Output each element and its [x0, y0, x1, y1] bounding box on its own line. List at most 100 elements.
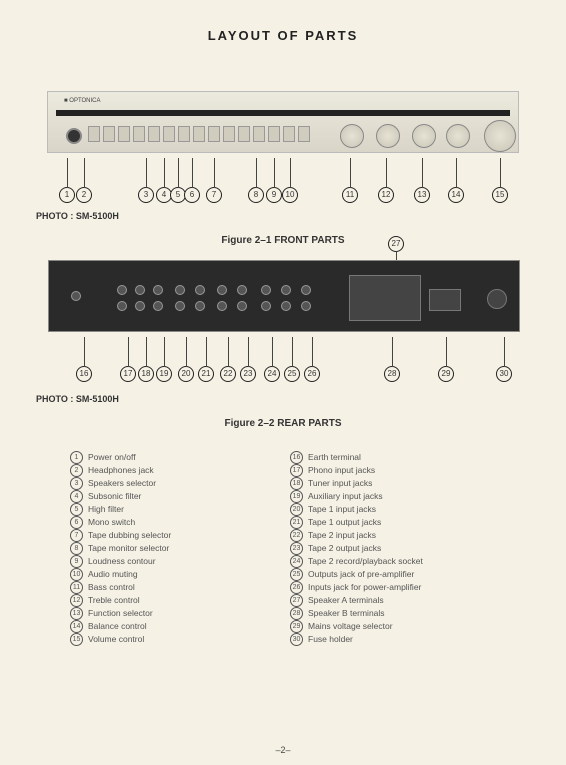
rca-jack: [281, 285, 291, 295]
legend-text: Tape 2 record/playback socket: [308, 555, 423, 568]
callout-25: 25: [284, 366, 300, 382]
legend-number: 9: [70, 555, 83, 568]
rca-jack: [135, 285, 145, 295]
callout-13: 13: [414, 187, 430, 203]
legend-number: 21: [290, 516, 303, 529]
callout-19: 19: [156, 366, 172, 382]
legend-text: Loudness contour: [88, 555, 156, 568]
legend-number: 25: [290, 568, 303, 581]
legend-number: 29: [290, 620, 303, 633]
voltage-selector-block: [429, 289, 461, 311]
legend-text: Volume control: [88, 633, 144, 646]
legend-item-26: 26Inputs jack for power-amplifier: [290, 581, 510, 594]
legend-number: 20: [290, 503, 303, 516]
callout-6: 6: [184, 187, 200, 203]
legend-text: Phono input jacks: [308, 464, 375, 477]
legend-item-8: 8 Tape monitor selector: [70, 542, 290, 555]
legend-number: 6: [70, 516, 83, 529]
front-callouts: 123456789101112131415: [48, 153, 518, 201]
callout-9: 9: [266, 187, 282, 203]
legend-text: Tuner input jacks: [308, 477, 372, 490]
callout-11: 11: [342, 187, 358, 203]
legend-text: Tape 2 output jacks: [308, 542, 381, 555]
legend-item-7: 7Tape dubbing selector: [70, 529, 290, 542]
rca-jack: [153, 285, 163, 295]
fuse-holder: [487, 289, 507, 309]
callout-26: 26: [304, 366, 320, 382]
legend-text: Tape monitor selector: [88, 542, 169, 555]
legend-text: Subsonic filter: [88, 490, 141, 503]
callout-10: 10: [282, 187, 298, 203]
legend-item-23: 23 Tape 2 output jacks: [290, 542, 510, 555]
legend-text: Tape 1 input jacks: [308, 503, 376, 516]
legend-text: Speakers selector: [88, 477, 156, 490]
legend-item-12: 12Treble control: [70, 594, 290, 607]
legend-item-17: 17Phono input jacks: [290, 464, 510, 477]
page-number: –2–: [0, 745, 566, 755]
brand-label: ■ OPTONICA: [64, 98, 101, 104]
rca-jack: [195, 301, 205, 311]
legend-number: 28: [290, 607, 303, 620]
rca-jack: [281, 301, 291, 311]
legend-item-21: 21Tape 1 output jacks: [290, 516, 510, 529]
photo-label-front: PHOTO : SM-5100H: [36, 211, 566, 221]
legend-number: 1: [70, 451, 83, 464]
legend-text: High filter: [88, 503, 124, 516]
figure1-caption: Figure 2–1 FRONT PARTS: [0, 235, 566, 246]
legend-number: 3: [70, 477, 83, 490]
rca-jack: [153, 301, 163, 311]
legend-item-29: 29 Mains voltage selector: [290, 620, 510, 633]
rca-jack: [217, 285, 227, 295]
callout-22: 22: [220, 366, 236, 382]
rear-panel-diagram: [48, 260, 520, 332]
legend-text: Speaker B terminals: [308, 607, 385, 620]
legend-number: 26: [290, 581, 303, 594]
headphone-jack: [66, 128, 82, 144]
legend-item-16: 16Earth terminal: [290, 451, 510, 464]
callout-7: 7: [206, 187, 222, 203]
legend-item-2: 2Headphones jack: [70, 464, 290, 477]
legend-number: 14: [70, 620, 83, 633]
rca-jack: [135, 301, 145, 311]
legend-number: 24: [290, 555, 303, 568]
callout-21: 21: [198, 366, 214, 382]
rca-jack: [237, 301, 247, 311]
legend-text: Power on/off: [88, 451, 136, 464]
legend-text: Speaker A terminals: [308, 594, 384, 607]
legend-number: 15: [70, 633, 83, 646]
callout-30: 30: [496, 366, 512, 382]
callout-27-top: 27: [388, 236, 404, 252]
callout-23: 23: [240, 366, 256, 382]
legend-item-3: 3 Speakers selector: [70, 477, 290, 490]
rca-jack: [301, 301, 311, 311]
legend-text: Mono switch: [88, 516, 135, 529]
callout-15: 15: [492, 187, 508, 203]
legend-text: Audio muting: [88, 568, 138, 581]
legend-item-25: 25Outputs jack of pre-amplifier: [290, 568, 510, 581]
legend-item-22: 22Tape 2 input jacks: [290, 529, 510, 542]
control-knob: [376, 124, 400, 148]
front-strip: [56, 110, 510, 116]
callout-14: 14: [448, 187, 464, 203]
front-button-row: [88, 126, 313, 142]
callout-8: 8: [248, 187, 264, 203]
callout-20: 20: [178, 366, 194, 382]
legend-number: 12: [70, 594, 83, 607]
legend-number: 23: [290, 542, 303, 555]
legend-item-13: 13Function selector: [70, 607, 290, 620]
legend-number: 22: [290, 529, 303, 542]
legend-number: 11: [70, 581, 83, 594]
legend-text: Tape dubbing selector: [88, 529, 171, 542]
legend-text: Fuse holder: [308, 633, 353, 646]
callout-29: 29: [438, 366, 454, 382]
legend-text: Mains voltage selector: [308, 620, 393, 633]
control-knob: [484, 120, 516, 152]
legend-number: 8: [70, 542, 83, 555]
rca-jack: [217, 301, 227, 311]
callout-12: 12: [378, 187, 394, 203]
rca-jack: [261, 301, 271, 311]
legend-item-4: 4Subsonic filter: [70, 490, 290, 503]
rca-jack: [175, 301, 185, 311]
legend-number: 27: [290, 594, 303, 607]
legend-number: 2: [70, 464, 83, 477]
